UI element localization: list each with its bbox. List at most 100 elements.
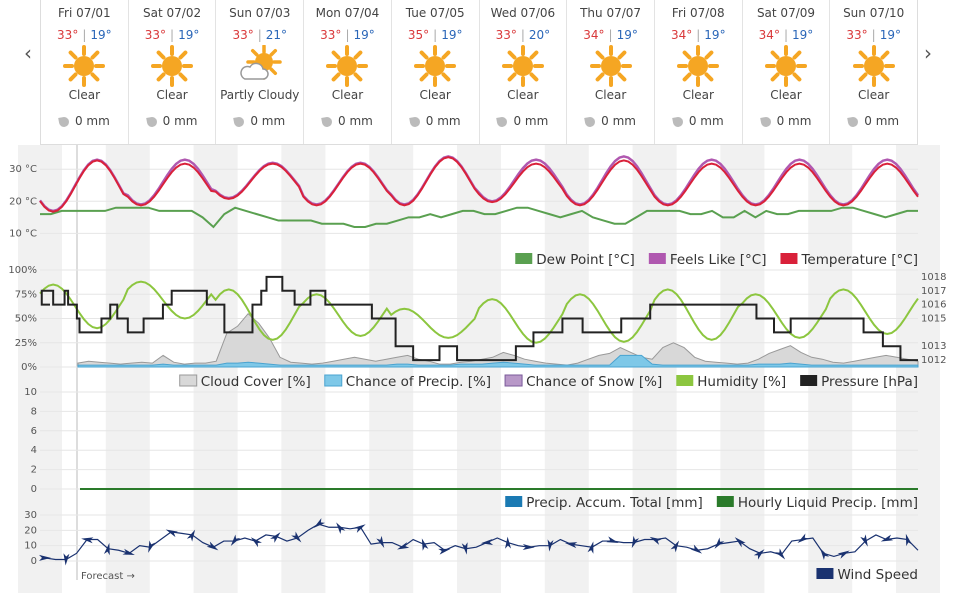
night-band <box>369 145 414 593</box>
high-temp: 33° <box>846 28 868 42</box>
day-column[interactable]: Sat 07/09 34° | 19° Clear 0 mm <box>743 0 831 144</box>
day-column[interactable]: Thu 07/07 34° | 19° Clear 0 mm <box>567 0 655 144</box>
day-temps: 33° | 19° <box>144 28 200 42</box>
day-column[interactable]: Sun 07/03 33° | 21° Partly Cloudy 0 mm <box>216 0 305 144</box>
day-name: Mon 07/04 <box>315 6 380 20</box>
sun-icon <box>567 45 654 87</box>
night-band <box>281 145 326 593</box>
y-tick-label-right: 1018 <box>921 272 946 283</box>
day-column[interactable]: Mon 07/04 33° | 19° Clear 0 mm <box>304 0 392 144</box>
high-temp: 35° <box>407 28 430 42</box>
legend-label: Hourly Liquid Precip. [mm] <box>738 495 918 511</box>
wind-direction-arrow <box>860 534 868 547</box>
legend-label: Wind Speed <box>837 567 918 583</box>
raindrop-icon <box>847 115 860 128</box>
y-tick-label: 0% <box>21 362 37 373</box>
high-temp: 34° <box>583 28 605 42</box>
condition-text: Clear <box>507 88 539 102</box>
sun-icon <box>655 45 742 87</box>
wind-direction-arrow <box>649 536 662 545</box>
wind-direction-arrow <box>753 549 765 560</box>
high-temp: 33° <box>232 28 254 42</box>
day-temps: 33° | 19° <box>57 28 112 42</box>
wind-direction-arrow <box>81 537 94 544</box>
high-temp: 34° <box>758 28 780 42</box>
wind-direction-arrow <box>397 542 410 550</box>
wind-direction-arrow <box>775 548 786 560</box>
sun-icon <box>830 45 917 87</box>
condition-text: Clear <box>770 88 802 102</box>
wind-direction-arrow <box>880 534 894 542</box>
y-tick-label: 2 <box>31 465 37 476</box>
daily-forecast-strip: Fri 07/01 33° | 19° Clear 0 mm Sat 07/02 33° | 19… <box>40 0 918 145</box>
prev-arrow-icon[interactable]: ‹ <box>24 41 32 65</box>
wind-direction-arrow <box>905 533 913 547</box>
meteogram-chart: 10 °C 20 °C 30 °C Temperature [°C] Feels Lik… <box>8 145 946 593</box>
precip-amount: 0 mm <box>567 114 654 128</box>
wind-direction-arrow <box>421 538 429 551</box>
night-band <box>105 145 150 593</box>
y-tick-label: 0 <box>31 556 37 567</box>
day-column[interactable]: Fri 07/08 34° | 19° Clear 0 mm <box>655 0 743 144</box>
night-band <box>18 145 62 593</box>
legend-swatch <box>515 253 533 264</box>
low-temp: 19° <box>178 28 200 42</box>
day-name: Thu 07/07 <box>580 6 642 20</box>
y-tick-label: 25% <box>15 338 37 349</box>
day-column[interactable]: Sun 07/10 33° | 19° Clear 0 mm <box>830 0 917 144</box>
day-name: Sat 07/09 <box>756 6 816 20</box>
precip-amount: 0 mm <box>655 114 742 128</box>
y-tick-label: 75% <box>15 289 37 300</box>
condition-text: Clear <box>857 88 890 102</box>
wind-direction-arrow <box>547 539 554 552</box>
legend-swatch <box>780 253 798 264</box>
low-temp: 19° <box>704 28 726 42</box>
day-column[interactable]: Tue 07/05 35° | 19° Clear 0 mm <box>392 0 480 144</box>
humidity-line <box>39 280 919 344</box>
wind-direction-arrow <box>714 537 725 549</box>
y-tick-label-right: 1017 <box>921 286 946 297</box>
day-column[interactable]: Sat 07/02 33° | 19° Clear 0 mm <box>129 0 217 144</box>
wind-direction-arrow <box>670 540 680 553</box>
legend-swatch <box>800 375 818 386</box>
legend-swatch <box>504 374 523 387</box>
precip-amount: 0 mm <box>41 114 128 128</box>
day-column[interactable]: Fri 07/01 33° | 19° Clear 0 mm <box>41 0 129 144</box>
day-temps: 34° | 19° <box>758 28 814 42</box>
y-tick-label: 10 °C <box>9 228 37 239</box>
legend-label: Humidity [%] <box>697 374 786 390</box>
y-tick-label: 20 <box>24 525 37 536</box>
day-column[interactable]: Wed 07/06 33° | 20° Clear 0 mm <box>480 0 568 144</box>
raindrop-icon <box>759 115 772 128</box>
night-band <box>808 145 853 593</box>
wind-direction-arrow <box>631 535 640 549</box>
condition-text: Clear <box>594 88 627 102</box>
wind-direction-arrow <box>186 529 196 542</box>
next-arrow-icon[interactable]: › <box>924 41 932 65</box>
low-temp: 19° <box>353 28 375 42</box>
condition-text: Clear <box>68 88 101 102</box>
wind-direction-arrow <box>165 529 178 538</box>
night-band <box>896 145 940 593</box>
wind-direction-arrow <box>250 537 262 548</box>
night-band <box>193 145 238 593</box>
dew-point-line <box>40 206 918 229</box>
y-tick-label: 0 <box>31 484 37 495</box>
wind-direction-arrow <box>820 548 830 560</box>
wind-direction-arrow <box>505 536 512 549</box>
wind-direction-arrow <box>438 548 451 555</box>
y-tick-label-right: 1013 <box>921 341 946 352</box>
raindrop-icon <box>496 115 509 128</box>
wind-direction-arrow <box>230 534 241 546</box>
day-name: Fri 07/01 <box>58 6 111 20</box>
low-temp: 20° <box>528 28 551 42</box>
y-tick-label: 30 °C <box>9 164 37 175</box>
wind-direction-arrow <box>690 544 703 554</box>
wind-direction-arrow <box>461 542 468 555</box>
day-temps: 33° | 19° <box>846 28 901 42</box>
night-band <box>457 145 501 593</box>
precip-chance-area <box>77 354 919 368</box>
sun-icon <box>304 45 391 87</box>
wind-direction-arrow <box>103 542 110 556</box>
legend-label: Chance of Snow [%] <box>526 374 662 390</box>
